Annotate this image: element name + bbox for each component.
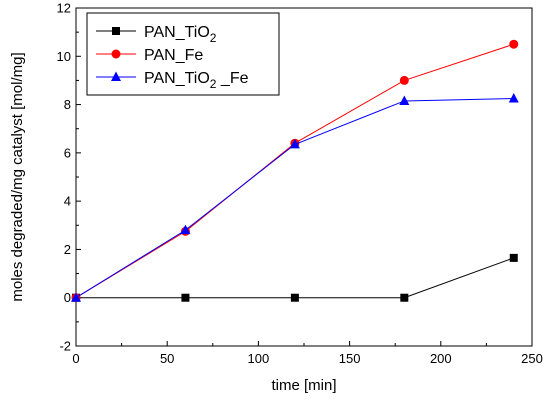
data-point bbox=[509, 39, 519, 49]
data-point bbox=[509, 253, 518, 262]
series-pan-tio2 bbox=[72, 253, 518, 302]
series-pan-tio2-fe bbox=[71, 93, 519, 302]
data-series bbox=[71, 39, 519, 303]
legend: PAN_TiO2 PAN_Fe PAN_TiO2 _Fe bbox=[86, 12, 280, 96]
y-tick-label: 8 bbox=[64, 97, 71, 112]
data-point bbox=[180, 224, 191, 235]
y-tick-label: 2 bbox=[64, 242, 71, 257]
x-tick-label: 200 bbox=[430, 351, 452, 366]
data-point bbox=[289, 138, 300, 149]
x-tick-label: 250 bbox=[521, 351, 543, 366]
legend-marker-pan-fe bbox=[111, 49, 121, 59]
legend-label-pan-tio2-fe: PAN_TiO2 _Fe bbox=[144, 70, 249, 91]
x-tick-label: 50 bbox=[160, 351, 174, 366]
y-tick-label: 6 bbox=[64, 145, 71, 160]
x-tick-label: 0 bbox=[72, 351, 79, 366]
y-tick-label: 10 bbox=[57, 49, 71, 64]
data-point bbox=[400, 293, 409, 302]
legend-marker-pan-tio2 bbox=[112, 27, 120, 35]
legend-marker-pan-tio2-fe bbox=[111, 71, 121, 81]
data-point bbox=[399, 75, 409, 85]
x-axis-title: time [min] bbox=[271, 377, 336, 394]
y-tick-label: 4 bbox=[64, 194, 71, 209]
legend-label-pan-fe: PAN_Fe bbox=[144, 47, 203, 64]
data-point bbox=[181, 293, 190, 302]
y-tick-label: 0 bbox=[64, 290, 71, 305]
series-line-pan-tio2 bbox=[76, 257, 514, 299]
y-tick-label: 12 bbox=[57, 1, 71, 16]
series-line-pan-tio2-fe bbox=[75, 98, 514, 299]
data-point bbox=[290, 293, 299, 302]
data-point bbox=[508, 93, 519, 103]
x-tick-label: 100 bbox=[248, 351, 270, 366]
y-tick-label: -2 bbox=[59, 339, 71, 354]
data-point bbox=[71, 292, 81, 302]
legend-label-pan-tio2: PAN_TiO2 bbox=[144, 24, 217, 45]
y-axis-title: moles degraded/mg catalyst [mol/mg] bbox=[9, 52, 26, 301]
x-tick-label: 150 bbox=[339, 351, 361, 366]
data-point bbox=[399, 95, 410, 105]
